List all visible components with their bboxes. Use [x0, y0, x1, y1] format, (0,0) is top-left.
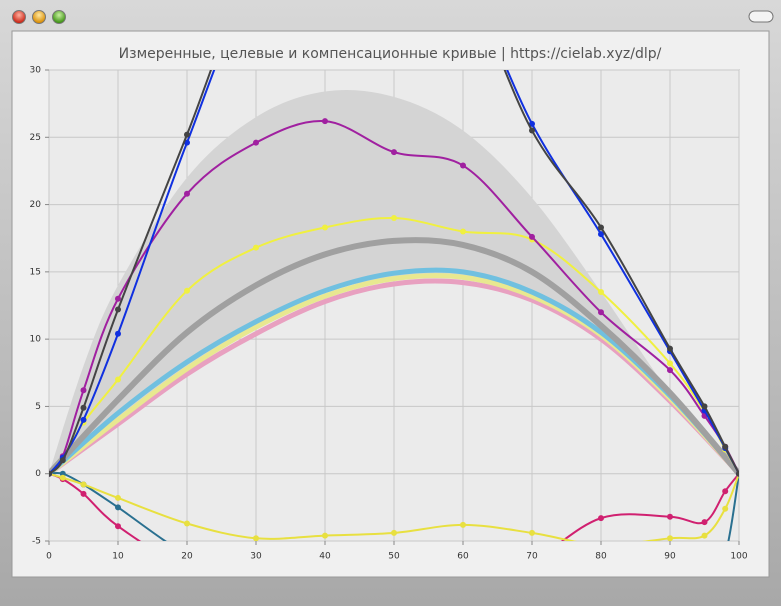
x-tick-label: 20	[181, 552, 193, 562]
data-point	[80, 416, 87, 423]
data-point	[701, 403, 708, 410]
data-point	[529, 233, 535, 240]
data-point	[184, 139, 190, 146]
data-point	[667, 513, 673, 520]
data-point	[253, 139, 259, 146]
data-point	[80, 387, 87, 394]
y-tick-label: 10	[30, 335, 42, 345]
data-point	[184, 131, 190, 138]
data-point	[322, 224, 328, 231]
data-point	[49, 470, 52, 477]
data-point	[598, 224, 604, 231]
data-point	[598, 289, 604, 296]
data-point	[115, 330, 121, 337]
series-line	[49, 237, 739, 477]
minimize-button[interactable]	[32, 10, 46, 24]
data-point	[529, 529, 535, 536]
y-tick-label: 0	[35, 469, 41, 479]
close-button[interactable]	[12, 10, 26, 24]
data-point	[184, 287, 190, 294]
data-point	[80, 490, 87, 497]
zoom-button[interactable]	[52, 10, 66, 24]
x-tick-label: 30	[250, 552, 262, 562]
series-line	[49, 70, 739, 475]
data-point	[391, 529, 397, 536]
series-line	[49, 70, 739, 475]
data-point	[701, 532, 708, 539]
toolbar-button[interactable]	[748, 10, 774, 23]
data-point	[59, 457, 66, 464]
y-tick-label: 5	[35, 402, 41, 412]
series-line	[49, 278, 739, 477]
data-point	[184, 190, 190, 197]
y-tick-label: -5	[32, 537, 41, 547]
data-point	[667, 360, 673, 367]
chart-title: Измеренные, целевые и компенсационные кр…	[119, 46, 662, 62]
data-point	[667, 535, 673, 541]
data-point	[460, 228, 466, 235]
data-point	[391, 149, 397, 156]
data-point	[80, 404, 87, 411]
data-point	[598, 515, 604, 522]
x-tick-label: 100	[730, 552, 747, 562]
y-tick-label: 30	[30, 66, 42, 76]
data-point	[322, 532, 328, 539]
x-tick-label: 10	[112, 552, 124, 562]
x-tick-label: 90	[664, 552, 676, 562]
data-point	[722, 488, 729, 495]
data-point	[667, 345, 673, 352]
x-tick-label: 50	[388, 552, 400, 562]
data-point	[115, 306, 121, 313]
data-point	[701, 519, 708, 526]
data-point	[184, 520, 190, 527]
y-tick-label: 25	[30, 133, 41, 143]
y-tick-label: 20	[30, 200, 42, 210]
x-tick-label: 0	[46, 552, 52, 562]
data-point	[115, 523, 121, 530]
data-point	[115, 376, 121, 383]
series-line	[49, 472, 739, 541]
data-point	[667, 367, 673, 374]
data-point	[115, 504, 121, 511]
x-tick-label: 60	[457, 552, 469, 562]
x-tick-label: 80	[595, 552, 607, 562]
y-tick-label: 15	[30, 267, 41, 277]
data-point	[80, 481, 87, 488]
data-point	[115, 494, 121, 501]
data-point	[529, 127, 535, 134]
data-point	[529, 120, 535, 127]
data-point	[460, 162, 466, 169]
data-point	[115, 295, 121, 302]
data-point	[722, 505, 729, 512]
data-point	[253, 535, 259, 541]
data-point	[253, 244, 259, 251]
data-point	[598, 231, 604, 238]
data-point	[722, 443, 729, 450]
data-point	[59, 474, 66, 481]
x-tick-label: 70	[526, 552, 538, 562]
data-point	[322, 118, 328, 125]
data-point	[391, 215, 397, 222]
data-point	[736, 470, 739, 477]
data-point	[598, 309, 604, 316]
data-point	[460, 521, 466, 528]
x-tick-label: 40	[319, 552, 331, 562]
confidence-band	[49, 89, 739, 474]
